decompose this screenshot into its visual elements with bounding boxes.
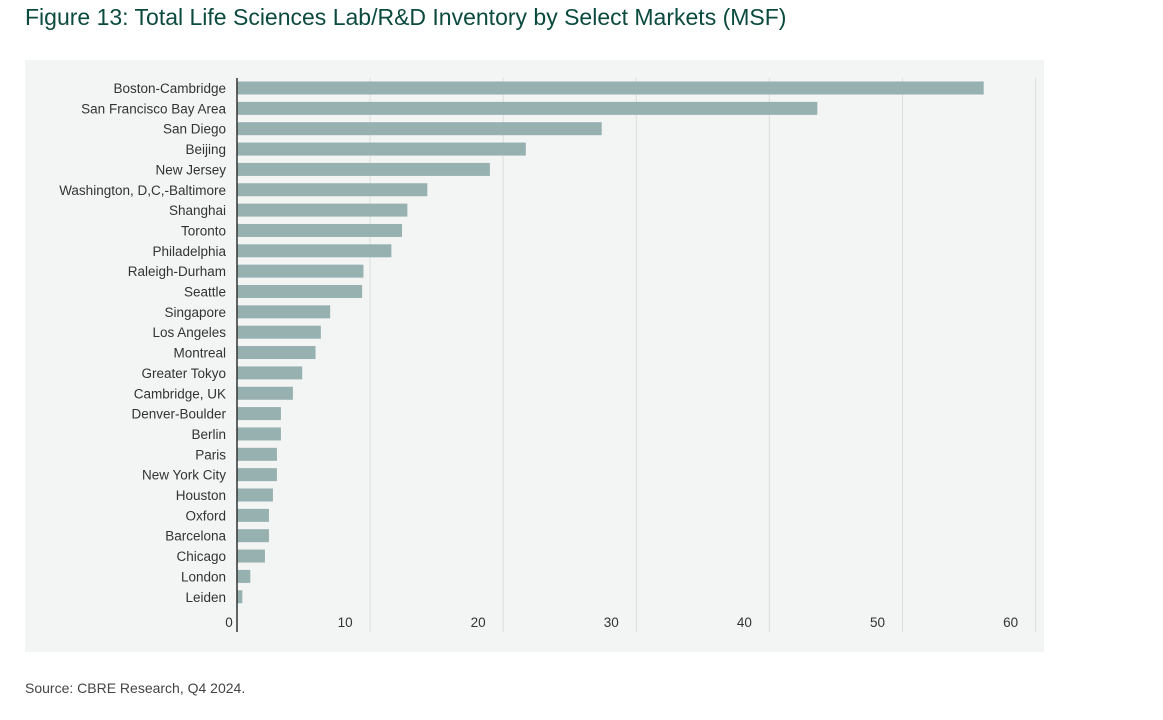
bar (237, 183, 428, 197)
bar (237, 427, 281, 441)
category-label: Beijing (185, 142, 226, 157)
category-label: Barcelona (165, 529, 226, 544)
category-label: Montreal (173, 346, 226, 361)
x-tick-label: 50 (870, 615, 885, 630)
bar (237, 488, 273, 502)
category-label: Toronto (181, 223, 226, 238)
bar (237, 366, 303, 380)
bar (237, 122, 602, 136)
category-label: Washington, D,C,-Baltimore (59, 183, 226, 198)
category-label: Paris (195, 447, 226, 462)
bar (237, 386, 293, 400)
bar (237, 162, 490, 176)
category-label: Cambridge, UK (134, 386, 226, 401)
category-label: Boston-Cambridge (113, 81, 226, 96)
x-tick-label: 40 (737, 615, 752, 630)
bar (237, 529, 269, 543)
category-label: Raleigh-Durham (128, 264, 226, 279)
category-label: Philadelphia (152, 244, 226, 259)
bar-chart: Boston-Cambridge San Francisco Bay Area Sa… (59, 78, 1037, 632)
category-label: Los Angeles (152, 325, 226, 340)
category-label: New Jersey (155, 162, 226, 177)
x-tick-label: 10 (338, 615, 353, 630)
category-label: Singapore (164, 305, 226, 320)
bar (237, 407, 281, 421)
category-label: Chicago (176, 549, 226, 564)
category-label: San Diego (163, 122, 226, 137)
category-label: Greater Tokyo (141, 366, 226, 381)
bar (237, 569, 251, 583)
bar (237, 285, 363, 298)
bar (237, 101, 818, 115)
category-label: Houston (176, 488, 226, 503)
category-label: Leiden (185, 590, 226, 605)
bar (237, 223, 403, 237)
bar (237, 244, 392, 258)
bar (237, 81, 984, 95)
bar (237, 549, 265, 563)
bar (237, 508, 269, 522)
x-tick-label: 20 (471, 615, 486, 630)
x-tick-label: 60 (1003, 615, 1018, 630)
x-tick-label: 0 (225, 615, 233, 630)
source-note: Source: CBRE Research, Q4 2024. (25, 680, 246, 696)
figure-title: Figure 13: Total Life Sciences Lab/R&D I… (25, 4, 787, 30)
bar (237, 203, 408, 217)
chart-panel: Boston-Cambridge San Francisco Bay Area Sa… (25, 60, 1044, 652)
category-label: San Francisco Bay Area (81, 101, 226, 116)
category-label: New York City (142, 468, 226, 483)
bar (237, 264, 364, 278)
category-label: Seattle (184, 285, 226, 300)
bar (237, 346, 316, 360)
category-label: Shanghai (169, 203, 226, 218)
x-tick-label: 30 (604, 615, 619, 630)
category-label: Berlin (191, 427, 226, 442)
bar (237, 325, 321, 339)
bar (237, 447, 277, 461)
category-label: Denver-Boulder (131, 407, 226, 422)
category-label: London (181, 569, 226, 584)
category-label: Oxford (185, 508, 226, 523)
bar (237, 590, 243, 604)
bar (237, 468, 277, 482)
bar (237, 305, 331, 319)
bar (237, 142, 526, 156)
